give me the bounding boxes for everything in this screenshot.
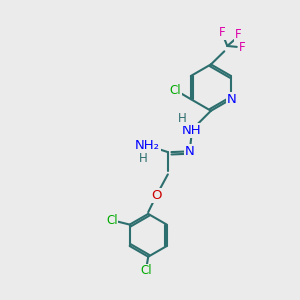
- Text: F: F: [219, 26, 225, 39]
- Text: H: H: [178, 112, 187, 125]
- Text: N: N: [227, 93, 236, 106]
- Text: F: F: [239, 41, 245, 54]
- Text: Cl: Cl: [106, 214, 118, 226]
- Text: O: O: [151, 189, 162, 202]
- Text: NH₂: NH₂: [135, 139, 160, 152]
- Text: N: N: [185, 145, 195, 158]
- Text: Cl: Cl: [169, 84, 181, 97]
- Text: F: F: [235, 28, 242, 41]
- Text: H: H: [139, 152, 148, 165]
- Text: NH: NH: [182, 124, 201, 136]
- Text: Cl: Cl: [140, 265, 152, 278]
